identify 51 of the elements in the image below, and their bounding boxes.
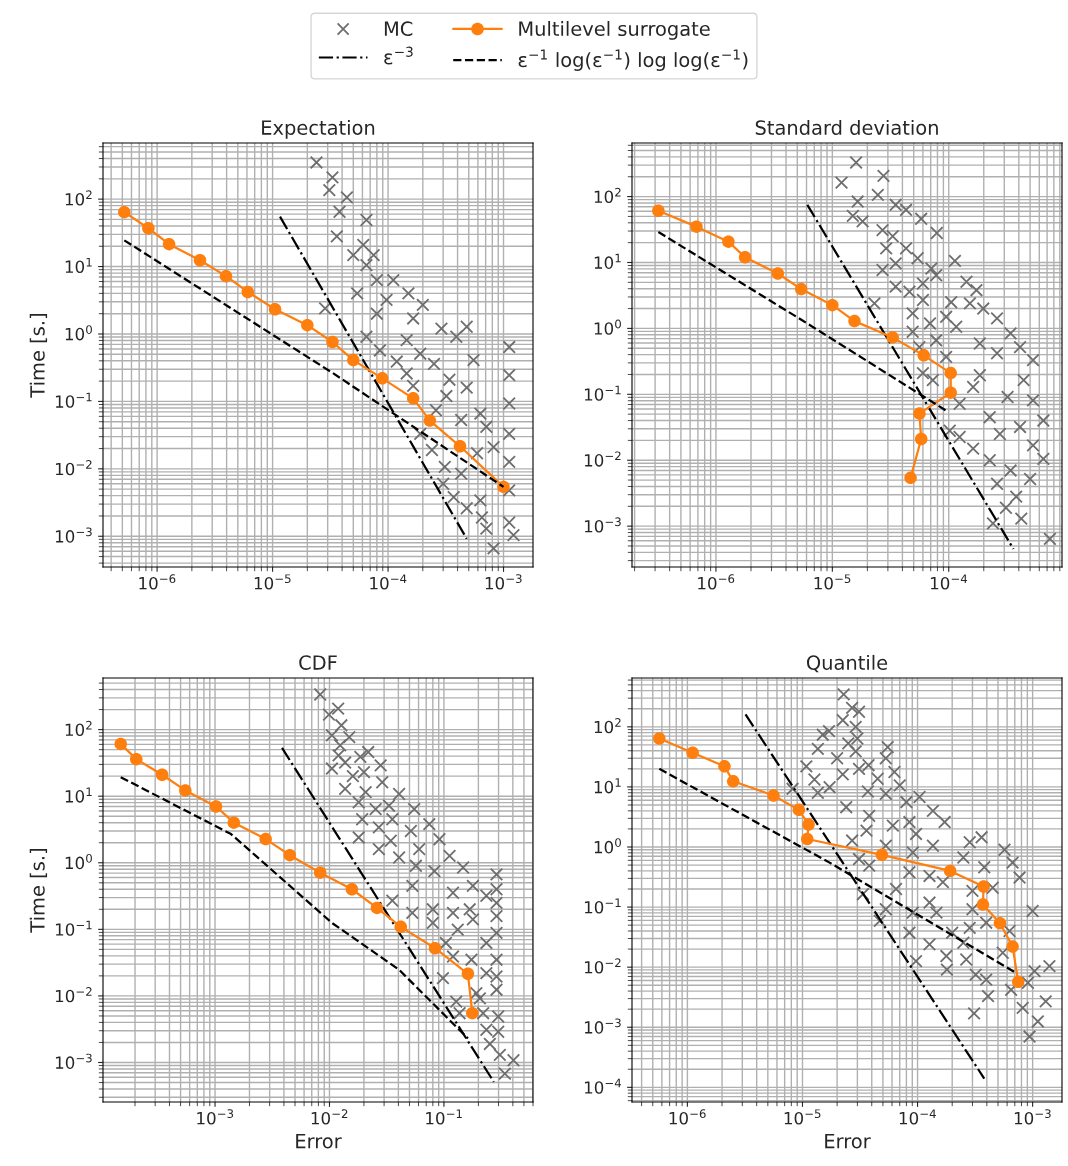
y-tick-label: 10$^{−4}$ <box>584 1078 622 1094</box>
y-tick-label: 10$^{−3}$ <box>55 527 92 543</box>
y-tick-label: 10$^{−3}$ <box>55 1053 92 1069</box>
x-tick-label: 10$^{−2}$ <box>311 1109 348 1125</box>
chart-title: CDF <box>299 655 337 670</box>
x-tick-label: 10$^{−6}$ <box>698 574 735 590</box>
x-tick-label: 10$^{−5}$ <box>784 1109 821 1125</box>
x-tick-label: 10$^{−3}$ <box>485 574 522 590</box>
y-tick-label: 10$^{−3}$ <box>584 1018 621 1034</box>
x-tick-label: 10$^{−3}$ <box>197 1109 234 1125</box>
y-axis-title: Time [s.] <box>29 849 48 933</box>
x-axis-title: Error <box>825 1134 871 1149</box>
chart-title: Expectation <box>262 119 375 139</box>
x-tick-label: 10$^{−1}$ <box>426 1109 462 1125</box>
legend-label: MC <box>384 21 413 37</box>
y-tick-label: 10$^{−2}$ <box>55 987 92 1003</box>
x-tick-label: 10$^{−6}$ <box>669 1109 706 1125</box>
y-tick-label: 10$^{1}$ <box>65 787 92 803</box>
x-tick-label: 10$^{−4}$ <box>370 574 407 590</box>
x-tick-label: 10$^{−4}$ <box>930 574 968 590</box>
legend-label: ε$^{−1}$ log(ε$^{−1}$) log log(ε$^{−1}$) <box>518 49 748 71</box>
legend-label: ε$^{−3}$ <box>384 46 413 65</box>
x-tick-label: 10$^{−6}$ <box>139 574 176 590</box>
y-tick-label: 10$^{−2}$ <box>584 451 621 467</box>
y-tick-label: 10$^{2}$ <box>65 190 92 206</box>
y-tick-label: 10$^{0}$ <box>594 319 621 335</box>
x-axis-title: Error <box>296 1134 342 1149</box>
y-tick-label: 10$^{−2}$ <box>55 460 92 476</box>
y-tick-label: 10$^{2}$ <box>65 720 92 737</box>
y-tick-label: 10$^{1}$ <box>594 253 621 269</box>
chart-title: Standard deviation <box>755 119 938 135</box>
legend-label: Multilevel surrogate <box>519 21 710 40</box>
y-tick-label: 10$^{2}$ <box>594 187 621 204</box>
y-tick-label: 10$^{2}$ <box>594 718 621 734</box>
x-tick-label: 10$^{−3}$ <box>1014 1109 1051 1125</box>
y-tick-label: 10$^{1}$ <box>594 778 621 794</box>
y-tick-label: 10$^{−2}$ <box>584 958 621 974</box>
x-tick-label: 10$^{−4}$ <box>899 1109 936 1125</box>
x-tick-label: 10$^{−5}$ <box>254 574 291 590</box>
y-axis-title: Time [s.] <box>29 314 48 398</box>
y-tick-label: 10$^{−3}$ <box>584 517 621 533</box>
chart-title: Quantile <box>806 654 888 673</box>
y-tick-label: 10$^{0}$ <box>65 325 92 341</box>
x-tick-label: 10$^{−5}$ <box>814 574 851 590</box>
y-tick-label: 10$^{−1}$ <box>55 392 92 408</box>
y-tick-label: 10$^{1}$ <box>65 257 92 274</box>
y-tick-label: 10$^{0}$ <box>594 838 621 854</box>
y-tick-label: 10$^{0}$ <box>65 853 92 870</box>
y-tick-label: 10$^{−1}$ <box>584 385 621 401</box>
y-tick-label: 10$^{−1}$ <box>584 898 621 914</box>
y-tick-label: 10$^{−1}$ <box>55 920 92 936</box>
